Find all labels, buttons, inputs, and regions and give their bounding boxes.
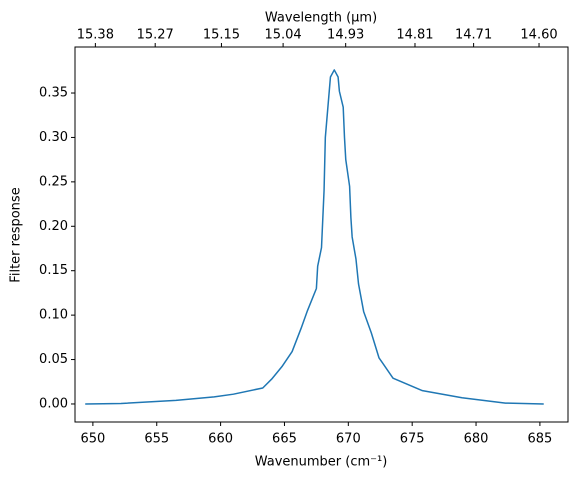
x-tick-label: 660 [208,432,233,447]
x2-tick-label: 15.15 [203,28,240,43]
x2-tick-label: 15.04 [264,28,301,43]
y-tick-label: 0.15 [39,263,68,278]
line [85,69,544,405]
x-tick-label: 650 [80,432,105,447]
x2-tick-label: 14.60 [520,28,557,43]
x2-tick-label: 14.71 [455,28,492,43]
y-axis-label: Filter response [9,187,24,282]
x-tick-label: 665 [272,432,297,447]
x2-tick-label: 14.93 [327,28,364,43]
plot-frame [74,46,569,423]
x2-tick-label: 15.38 [77,28,114,43]
y-tick-label: 0.05 [39,352,68,367]
x-tick-label: 675 [400,432,425,447]
y-tick-label: 0.30 [39,130,68,145]
x-tick-label: 670 [336,432,361,447]
x-tick-label: 655 [144,432,169,447]
y-tick-label: 0.25 [39,174,68,189]
y-tick-label: 0.00 [39,396,68,411]
x2-tick-label: 15.27 [137,28,174,43]
y-tick-label: 0.10 [39,308,68,323]
y-tick-label: 0.20 [39,219,68,234]
x-tick-label: 685 [527,432,552,447]
x2-tick-label: 14.81 [396,28,433,43]
x-axis-label: Wavenumber (cm⁻¹) [255,455,388,470]
x2-axis-label: Wavelength (μm) [265,11,377,26]
x-tick-label: 680 [464,432,489,447]
y-tick-label: 0.35 [39,86,68,101]
